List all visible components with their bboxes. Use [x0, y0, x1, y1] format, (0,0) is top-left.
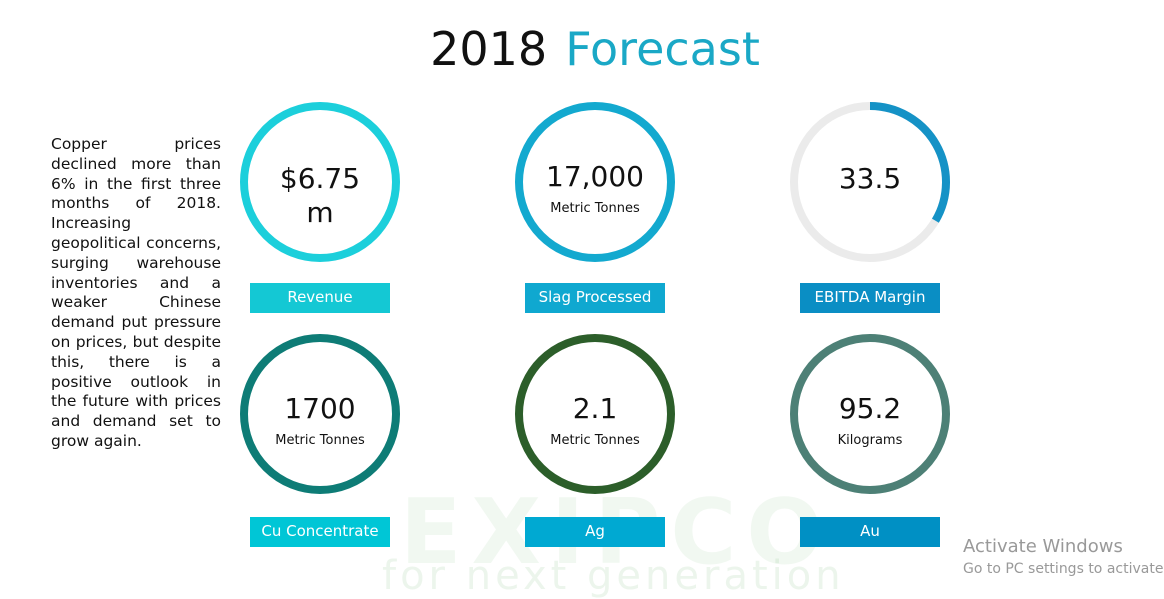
card-value: 33.5	[838, 162, 902, 195]
activation-title: Activate Windows	[963, 536, 1123, 557]
title-year: 2018	[430, 22, 548, 76]
card-value: $6.75 m	[279, 162, 361, 229]
title: 2018 Forecast	[0, 22, 1164, 76]
card-unit: Metric Tonnes	[550, 433, 640, 448]
watermark-tagline: for next generation	[382, 553, 845, 599]
card-value: 95.2	[838, 392, 902, 425]
ring-circle	[515, 102, 675, 262]
intro-text: Copper prices declined more than 6% in t…	[51, 135, 221, 450]
ring-circle	[240, 102, 400, 262]
card-label: Slag Processed	[525, 283, 665, 313]
card-value: 2.1	[572, 392, 618, 425]
ring-circle	[790, 334, 950, 494]
card-unit: Kilograms	[837, 433, 903, 448]
ring	[240, 102, 400, 262]
cards: $6.75 m Revenue 17,000 Metric Tonnes Slag Pr…	[240, 102, 950, 547]
ring	[790, 102, 950, 262]
card-label: Cu Concentrate	[250, 517, 390, 547]
card-unit: Metric Tonnes	[275, 433, 365, 448]
card-value: 1700	[284, 392, 356, 425]
card-label: EBITDA Margin	[800, 283, 940, 313]
ring	[240, 334, 400, 494]
progress-arc	[869, 102, 950, 223]
activation-hint: Go to PC settings to activate Windows.	[963, 561, 1164, 577]
ring	[515, 102, 675, 262]
ring	[790, 334, 950, 494]
title-word: Forecast	[565, 22, 760, 76]
card-label: Ag	[525, 517, 665, 547]
activation-notice: Activate Windows Go to PC settings to ac…	[963, 536, 1164, 577]
card-label: Au	[800, 517, 940, 547]
ring	[515, 334, 675, 494]
card-unit: Metric Tonnes	[550, 201, 640, 216]
ring-circle	[515, 334, 675, 494]
card-value: 17,000	[546, 160, 644, 193]
ring-circle	[240, 334, 400, 494]
card-label: Revenue	[250, 283, 390, 313]
